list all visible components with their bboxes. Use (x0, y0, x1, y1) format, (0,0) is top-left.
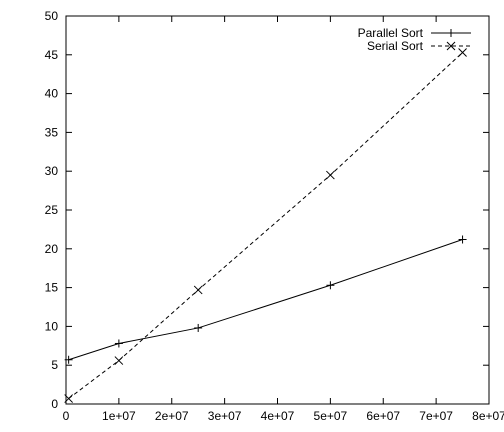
plot-frame (65, 15, 490, 405)
serial-sort-point (458, 48, 467, 57)
x-tick-label: 0 (63, 409, 70, 423)
x-tick-label: 2e+07 (155, 409, 189, 423)
y-tick-label: 50 (45, 9, 59, 23)
y-tick-label: 10 (45, 319, 59, 333)
y-tick-label: 5 (51, 358, 58, 372)
serial-sort-point (326, 170, 335, 180)
y-tick-label: 15 (45, 281, 59, 295)
serial-sort-point (64, 394, 73, 403)
serial-sort-point (193, 285, 203, 295)
x-tick-label: 4e+07 (261, 409, 295, 423)
y-tick-label: 45 (45, 48, 59, 62)
x-tick-label: 8e+07 (472, 409, 504, 423)
legend-label-serial-sort: Serial Sort (367, 39, 424, 53)
y-tick-label: 30 (45, 164, 59, 178)
serial-sort-point (114, 356, 124, 365)
y-tick-label: 40 (45, 87, 59, 101)
x-tick-label: 3e+07 (208, 409, 242, 423)
y-tick-label: 0 (51, 397, 58, 411)
x-tick-label: 1e+07 (102, 409, 136, 423)
y-tick-label: 35 (45, 125, 59, 139)
serial-sort-line (68, 52, 463, 399)
legend-label-parallel-sort: Parallel Sort (358, 26, 424, 40)
y-tick-label: 20 (45, 242, 59, 256)
x-tick-label: 7e+07 (419, 409, 453, 423)
legend-marker-serial-sort (446, 41, 456, 51)
x-tick-label: 5e+07 (314, 409, 348, 423)
y-tick-label: 25 (45, 203, 59, 217)
x-tick-label: 6e+07 (366, 409, 400, 423)
parallel-sort-line (68, 239, 463, 361)
